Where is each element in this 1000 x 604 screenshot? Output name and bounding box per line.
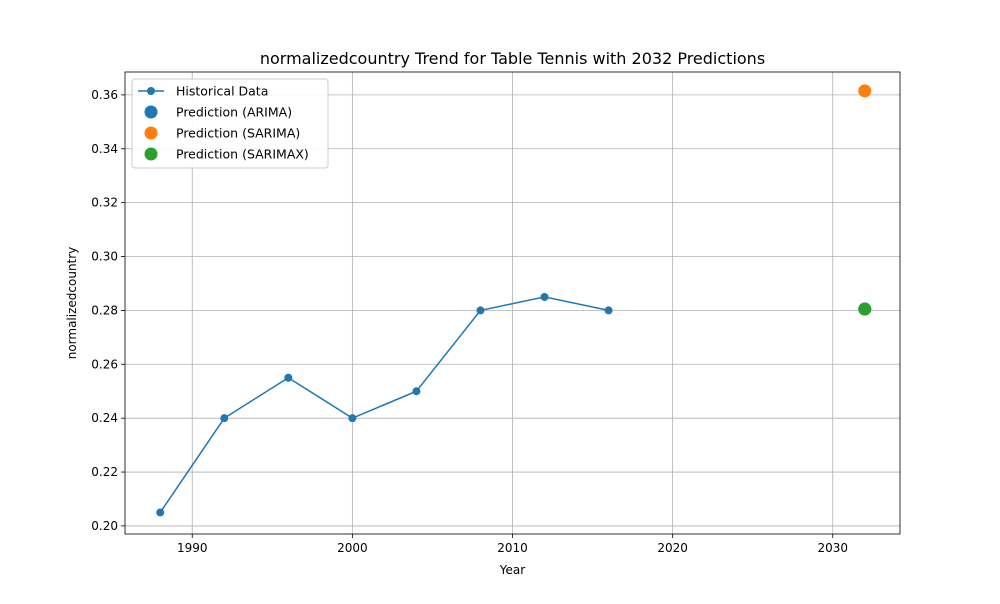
y-tick-label: 0.22 (91, 465, 118, 479)
y-tick-label: 0.28 (91, 303, 118, 317)
x-tick-label: 2010 (497, 541, 528, 555)
legend-marker-swatch (147, 87, 155, 95)
y-tick-label: 0.32 (91, 196, 118, 210)
x-tick-label: 2020 (657, 541, 688, 555)
plot-area (156, 84, 872, 517)
data-point-historical (220, 414, 229, 423)
legend-marker-swatch (144, 147, 158, 161)
legend-entry-label: Prediction (SARIMAX) (176, 147, 309, 162)
data-point-historical (156, 508, 165, 517)
chart-title: normalizedcountry Trend for Table Tennis… (260, 49, 765, 68)
legend-marker-swatch (144, 126, 158, 140)
y-tick-label: 0.30 (91, 250, 118, 264)
legend-marker-swatch (144, 105, 158, 119)
y-tick-label: 0.36 (91, 88, 118, 102)
x-tick-label: 2030 (817, 541, 848, 555)
data-point-historical (284, 373, 293, 382)
y-tick-label: 0.34 (91, 142, 118, 156)
series-line-historical (159, 296, 609, 513)
x-tick-label: 2000 (337, 541, 368, 555)
prediction-point-2 (858, 84, 872, 98)
y-tick-label: 0.26 (91, 357, 118, 371)
legend-entry-label: Prediction (SARIMA) (176, 126, 300, 141)
data-point-historical (476, 306, 485, 315)
x-tick-label: 1990 (177, 541, 208, 555)
data-point-historical (412, 387, 421, 396)
prediction-point-3 (858, 302, 872, 316)
data-point-historical (604, 306, 613, 315)
legend-entry-label: Historical Data (176, 84, 268, 99)
data-point-historical (540, 292, 549, 301)
y-axis-label: normalizedcountry (65, 247, 79, 360)
x-axis-label: Year (499, 563, 525, 577)
legend-box (131, 78, 329, 169)
legend: Historical Data Prediction (ARIMA) Predict… (131, 78, 329, 169)
legend-entry-label: Prediction (ARIMA) (176, 105, 292, 120)
y-tick-label: 0.24 (91, 411, 118, 425)
y-tick-label: 0.20 (91, 519, 118, 533)
axes: 1990 2000 2010 2020 2030 0.20 0.22 0.24 0.26 0.28… (91, 88, 848, 555)
data-point-historical (348, 414, 357, 423)
